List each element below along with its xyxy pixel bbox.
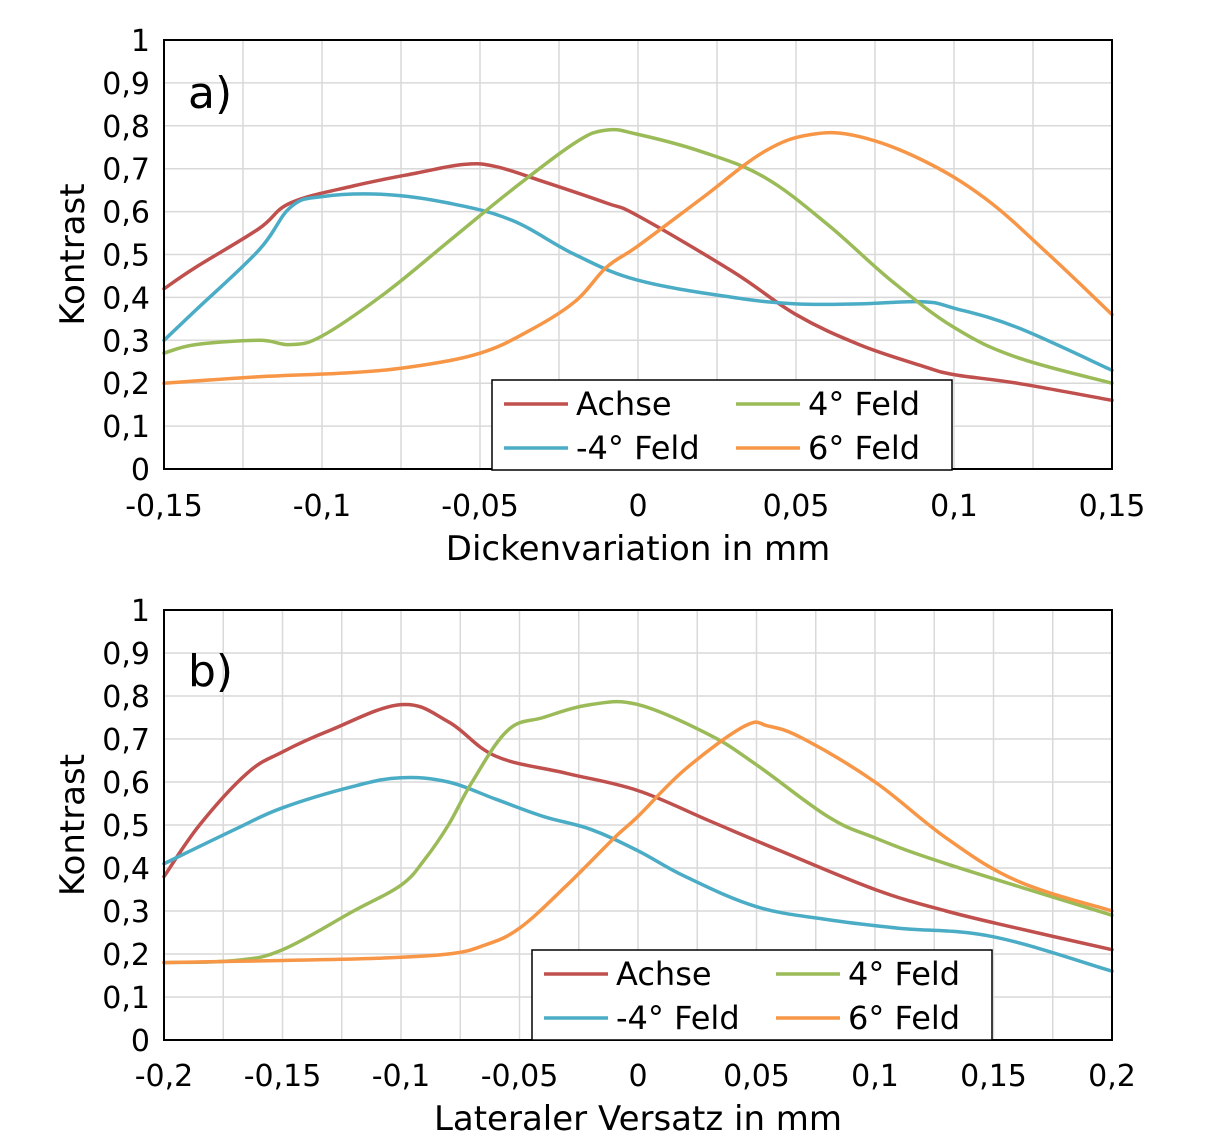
legend: Achse 4° Feld -4° Feld 6° Feld — [531, 949, 993, 1041]
x-tick-label: 0,05 — [723, 1059, 790, 1094]
y-tick-label: 0 — [131, 1024, 150, 1059]
y-tick-label: 0,7 — [102, 723, 150, 758]
y-tick-label: 0,4 — [102, 852, 150, 887]
legend-label: 6° Feld — [808, 429, 920, 467]
x-tick-label: -0,05 — [441, 489, 519, 524]
series-line-minus4-feld — [162, 192, 1114, 373]
y-tick-label: 0,9 — [102, 67, 150, 102]
series-line-achse — [162, 162, 1114, 403]
y-axis-title: Kontrast — [53, 754, 93, 896]
y-tick-label: 0,6 — [102, 196, 150, 231]
x-tick-label: -0,1 — [293, 489, 352, 524]
x-tick-label: -0,15 — [125, 489, 203, 524]
y-tick-label: 0,8 — [102, 680, 150, 715]
y-tick-label: 1 — [131, 594, 150, 629]
panel-label: b) — [188, 646, 233, 697]
legend-label: Achse — [616, 955, 712, 993]
y-tick-label: 0,3 — [102, 895, 150, 930]
x-tick-label: 0 — [628, 489, 647, 524]
legend-label: 4° Feld — [808, 385, 920, 423]
x-tick-label: 0,15 — [1079, 489, 1146, 524]
x-tick-label: 0,05 — [763, 489, 830, 524]
x-axis-title: Lateraler Versatz in mm — [434, 1099, 842, 1139]
y-tick-label: 0,8 — [102, 110, 150, 145]
series-line-plus4-feld — [162, 699, 1114, 965]
y-tick-label: 0,1 — [102, 981, 150, 1016]
chart-panel-a: 0 0,1 0,2 0,3 0,4 0,5 0,6 0,7 0,8 0,9 1 -0,15 -0,1 -0… — [53, 24, 1145, 569]
y-tick-label: 0,5 — [102, 809, 150, 844]
legend-label: Achse — [576, 385, 672, 423]
series-line-plus4-feld — [162, 127, 1114, 385]
legend-box — [491, 379, 953, 471]
y-axis-title: Kontrast — [53, 183, 93, 325]
series-line-plus6-feld — [162, 720, 1114, 965]
y-tick-label: 0,2 — [102, 938, 150, 973]
x-tick-label: -0,15 — [244, 1059, 322, 1094]
x-tick-label: 0,1 — [930, 489, 978, 524]
y-tick-label: 0,7 — [102, 153, 150, 188]
legend-label: -4° Feld — [616, 999, 740, 1037]
panel-label: a) — [188, 68, 232, 119]
series-line-minus4-feld — [162, 775, 1114, 973]
legend-label: -4° Feld — [576, 429, 700, 467]
series-line-achse — [162, 702, 1114, 952]
y-tick-label: 0,6 — [102, 766, 150, 801]
legend: Achse 4° Feld -4° Feld 6° Feld — [491, 379, 953, 471]
x-tick-label: 0,1 — [851, 1059, 899, 1094]
y-tick-label: 0,5 — [102, 239, 150, 274]
x-tick-label: 0,15 — [960, 1059, 1027, 1094]
y-tick-label: 0,3 — [102, 324, 150, 359]
series-line-plus6-feld — [162, 130, 1114, 385]
y-tick-label: 0,1 — [102, 410, 150, 445]
legend-label: 4° Feld — [848, 955, 960, 993]
y-tick-label: 0 — [131, 453, 150, 488]
x-tick-label: -0,2 — [135, 1059, 194, 1094]
x-tick-label: -0,1 — [372, 1059, 431, 1094]
x-tick-label: -0,05 — [481, 1059, 559, 1094]
x-axis-title: Dickenvariation in mm — [446, 529, 830, 569]
y-tick-label: 0,9 — [102, 637, 150, 672]
y-tick-label: 0,4 — [102, 281, 150, 316]
legend-box — [531, 949, 993, 1041]
x-tick-label: 0 — [628, 1059, 647, 1094]
y-tick-label: 1 — [131, 24, 150, 59]
legend-label: 6° Feld — [848, 999, 960, 1037]
chart-panel-b: 0 0,1 0,2 0,3 0,4 0,5 0,6 0,7 0,8 0,9 1 -0,2 -0,15 -0… — [53, 594, 1136, 1139]
y-tick-label: 0,2 — [102, 367, 150, 402]
x-tick-label: 0,2 — [1088, 1059, 1136, 1094]
